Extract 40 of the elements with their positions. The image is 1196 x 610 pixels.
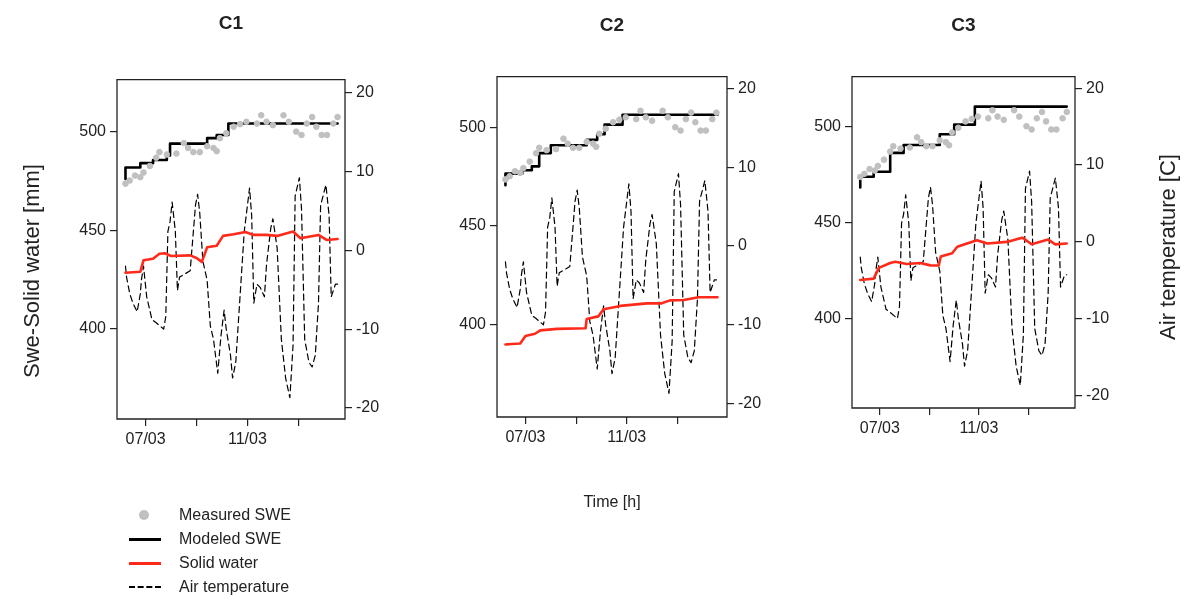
y2-tick-label: 20 [356,83,374,101]
y-tick-label: 400 [79,319,107,337]
x-tick-label: 07/03 [505,428,546,446]
y-tick-label: 450 [459,216,487,234]
chart-title: C2 [599,14,625,36]
legend-label: Measured SWE [179,506,292,524]
chart-title: C1 [218,12,244,34]
y2-tick-label: -10 [1086,308,1110,326]
y-tick-label: 450 [79,220,107,238]
y-tick-label: 400 [459,315,487,333]
y2-tick-label: 0 [356,240,365,258]
y2-tick-label: -20 [1086,385,1110,403]
chart-title: C3 [951,14,976,36]
y-tick-label: 500 [79,122,107,140]
y2-tick-label: 10 [738,157,756,175]
x-tick-label: 11/03 [959,419,999,437]
y2-tick-label: -10 [738,315,762,333]
y2-tick-label: 20 [1086,78,1104,96]
y2-tick-label: -10 [356,319,380,337]
legend-label: Solid water [179,554,259,572]
x-tick-label: 11/03 [607,428,647,446]
y-tick-label: 450 [814,212,842,230]
x-tick-label: 07/03 [125,430,166,448]
y2-tick-label: 0 [738,236,747,254]
y2-axis-title: Air temperature [C] [1155,153,1181,340]
y-tick-label: 400 [814,308,842,326]
y-axis-title: Swe-Solid water [mm] [19,163,45,378]
y2-tick-label: 10 [356,161,374,179]
legend-label: Modeled SWE [179,530,282,548]
y2-tick-label: 10 [1086,155,1104,173]
y-tick-label: 500 [459,117,487,135]
y2-tick-label: 0 [1086,232,1095,250]
x-axis-title: Time [h] [583,493,641,511]
x-tick-label: 11/03 [228,430,267,448]
y-tick-label: 500 [814,116,842,134]
legend-label: Air temperature [179,578,290,596]
y2-tick-label: 20 [738,78,756,96]
x-tick-label: 07/03 [859,419,900,437]
y2-tick-label: -20 [738,394,762,412]
y2-tick-label: -20 [356,398,380,416]
